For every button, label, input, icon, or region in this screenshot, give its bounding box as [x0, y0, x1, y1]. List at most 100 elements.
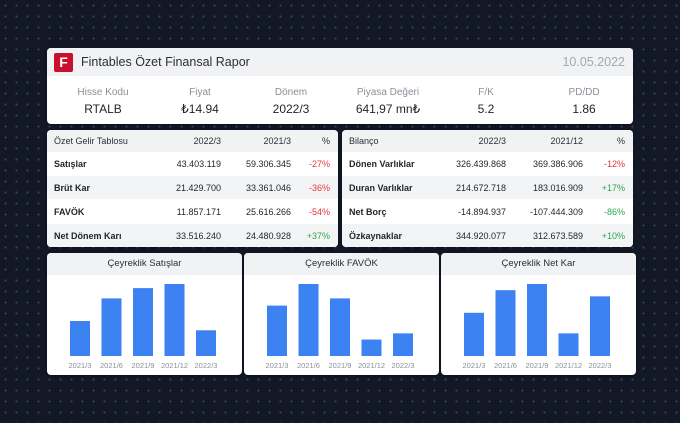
- table-row: Net Borç -14.894.937 -107.444.309 -86%: [342, 200, 633, 223]
- row-value: 312.673.589: [532, 231, 583, 241]
- column-header: 2021/12: [550, 136, 583, 146]
- bar-2021-12: [361, 339, 382, 356]
- bar-2021-6: [101, 298, 122, 356]
- chart-title: Çeyreklik Net Kar: [441, 253, 636, 275]
- table-row: Satışlar 43.403.119 59.306.345 -27%: [47, 152, 338, 175]
- column-header: %: [321, 136, 330, 146]
- bar-2021-3: [70, 321, 90, 356]
- row-value: -107.444.309: [529, 207, 583, 217]
- metric-ticker: Hisse Kodu RTALB: [53, 87, 153, 116]
- row-value: 33.516.240: [175, 231, 221, 241]
- bar-2021-6: [298, 284, 319, 356]
- chart-title: Çeyreklik FAVÖK: [244, 253, 439, 275]
- row-change: +10%: [601, 231, 625, 241]
- row-value: 214.672.718: [455, 183, 506, 193]
- x-tick-label: 2021/9: [526, 361, 549, 370]
- row-value: -14.894.937: [457, 207, 506, 217]
- row-label: Net Borç: [349, 207, 387, 217]
- bar-2021-12: [164, 284, 185, 356]
- bar-2021-9: [527, 284, 547, 356]
- table-header-row: Özet Gelir Tablosu 2022/3 2021/3 %: [47, 130, 338, 152]
- row-label: Dönen Varlıklar: [349, 159, 415, 169]
- metric-value: 641,97 mn₺: [355, 102, 421, 116]
- row-value: 59.306.345: [245, 159, 291, 169]
- table-header-row: Bilanço 2022/3 2021/12 %: [342, 130, 633, 152]
- quarterly-ebitda-plot: 2021/3 2021/6 2021/9 2021/12 2022/3: [266, 284, 415, 370]
- metric-label: Hisse Kodu: [77, 87, 129, 98]
- bar-2021-9: [330, 298, 350, 356]
- row-value: 33.361.046: [245, 183, 291, 193]
- x-tick-label: 2021/3: [463, 361, 486, 370]
- row-change: +37%: [306, 231, 330, 241]
- row-value: 369.386.906: [532, 159, 583, 169]
- metric-label: Fiyat: [189, 87, 211, 98]
- metric-value: 1.86: [572, 102, 596, 116]
- x-tick-label: 2021/3: [69, 361, 92, 370]
- x-tick-label: 2021/9: [132, 361, 155, 370]
- table-row: Brüt Kar 21.429.700 33.361.046 -36%: [47, 176, 338, 199]
- row-label: Duran Varlıklar: [349, 183, 413, 193]
- table-row: Dönen Varlıklar 326.439.868 369.386.906 …: [342, 152, 633, 175]
- chart-title: Çeyreklik Satışlar: [47, 253, 242, 275]
- metric-label: Piyasa Değeri: [356, 87, 420, 98]
- metric-period: Dönem 2022/3: [241, 87, 341, 116]
- table-row: FAVÖK 11.857.171 25.616.266 -54%: [47, 200, 338, 223]
- row-value: 183.016.909: [532, 183, 583, 193]
- bar-2021-12: [558, 333, 579, 356]
- summary-header-card: F Fintables Özet Finansal Rapor 10.05.20…: [47, 48, 633, 124]
- metric-price: Fiyat ₺14.94: [150, 87, 250, 116]
- x-tick-label: 2021/6: [297, 361, 320, 370]
- bar-2021-3: [464, 312, 484, 356]
- bar-2022-3: [196, 330, 216, 356]
- x-tick-label: 2021/9: [329, 361, 352, 370]
- x-tick-label: 2022/3: [392, 361, 415, 370]
- row-change: -86%: [603, 207, 625, 217]
- header-bar: F Fintables Özet Finansal Rapor 10.05.20…: [47, 48, 633, 76]
- quarterly-net-profit-plot: 2021/3 2021/6 2021/9 2021/12 2022/3: [463, 284, 611, 370]
- table-title: Bilanço: [349, 136, 379, 146]
- metric-pe-ratio: F/K 5.2: [436, 87, 536, 116]
- x-tick-label: 2021/12: [161, 361, 188, 370]
- table-row: Net Dönem Karı 33.516.240 24.480.928 +37…: [47, 224, 338, 247]
- x-tick-label: 2021/6: [494, 361, 517, 370]
- metric-value: 2022/3: [272, 102, 310, 116]
- column-header: 2022/3: [478, 136, 506, 146]
- report-title: Fintables Özet Finansal Rapor: [81, 55, 250, 69]
- column-header: 2022/3: [193, 136, 221, 146]
- row-change: -54%: [308, 207, 330, 217]
- row-value: 344.920.077: [455, 231, 506, 241]
- bar-2021-6: [495, 290, 516, 356]
- row-value: 21.429.700: [175, 183, 221, 193]
- x-tick-label: 2022/3: [195, 361, 218, 370]
- quarterly-ebitda-chart: Çeyreklik FAVÖK 2021/3 2021/6 2021/9 2021/1…: [244, 253, 439, 375]
- metric-label: F/K: [478, 87, 494, 98]
- row-label: Net Dönem Karı: [54, 231, 122, 241]
- table-row: Duran Varlıklar 214.672.718 183.016.909 …: [342, 176, 633, 199]
- row-change: -27%: [308, 159, 330, 169]
- metric-value: ₺14.94: [181, 102, 219, 116]
- x-tick-label: 2021/6: [100, 361, 123, 370]
- row-value: 326.439.868: [455, 159, 506, 169]
- x-tick-label: 2021/12: [358, 361, 385, 370]
- row-label: Satışlar: [54, 159, 87, 169]
- metric-market-cap: Piyasa Değeri 641,97 mn₺: [338, 87, 438, 116]
- report-date: 10.05.2022: [562, 55, 625, 69]
- bar-2021-9: [133, 288, 153, 356]
- quarterly-sales-plot: 2021/3 2021/6 2021/9 2021/12 2022/3: [69, 284, 218, 370]
- metric-value: 5.2: [477, 102, 495, 116]
- bar-2022-3: [393, 333, 413, 356]
- x-tick-label: 2021/12: [555, 361, 582, 370]
- bar-2022-3: [590, 296, 610, 356]
- column-header: %: [616, 136, 625, 146]
- row-value: 24.480.928: [245, 231, 291, 241]
- row-value: 25.616.266: [245, 207, 291, 217]
- metric-label: PD/DD: [568, 87, 600, 98]
- balance-sheet-table: Bilanço 2022/3 2021/12 % Dönen Varlıklar…: [342, 130, 633, 247]
- income-statement-table: Özet Gelir Tablosu 2022/3 2021/3 % Satış…: [47, 130, 338, 247]
- table-row: Özkaynaklar 344.920.077 312.673.589 +10%: [342, 224, 633, 247]
- quarterly-net-profit-chart: Çeyreklik Net Kar 2021/3 2021/6 2021/9 2021…: [441, 253, 636, 375]
- fintables-logo-icon: F: [54, 53, 73, 72]
- metric-pb-ratio: PD/DD 1.86: [534, 87, 633, 116]
- row-value: 11.857.171: [176, 207, 221, 217]
- row-change: -12%: [603, 159, 625, 169]
